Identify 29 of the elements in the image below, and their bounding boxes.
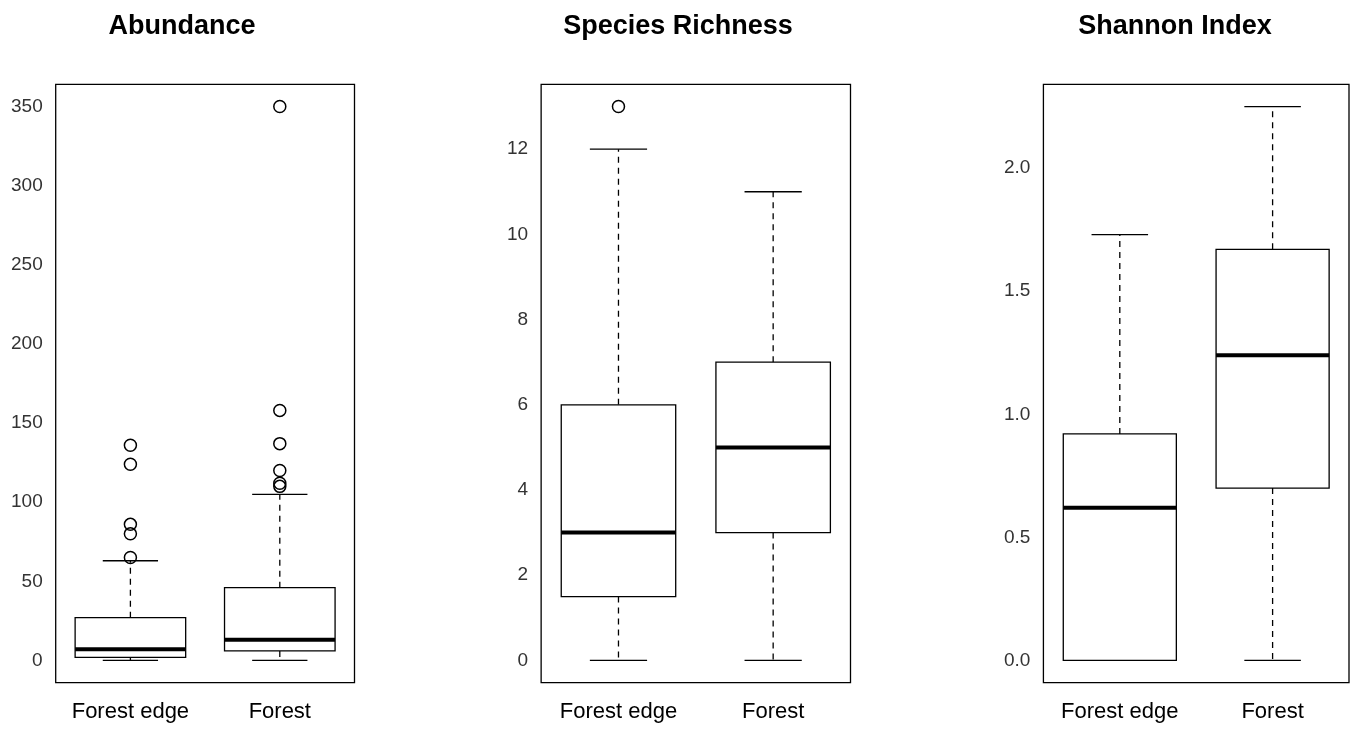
y-tick-label: 0	[517, 648, 529, 670]
y-tick-label: 0.0	[1003, 648, 1031, 670]
chart-title: Shannon Index	[1078, 9, 1272, 40]
y-tick-label: 150	[11, 411, 43, 433]
chart-title: Abundance	[108, 9, 256, 40]
chart-title: Species Richness	[563, 9, 793, 40]
y-tick-label: 100	[11, 490, 43, 512]
x-tick-label: Forest	[1241, 697, 1304, 723]
x-tick-label: Forest	[248, 697, 311, 723]
y-tick-label: 200	[11, 332, 43, 354]
y-tick-label: 2.0	[1003, 156, 1031, 178]
y-tick-label: 1.5	[1003, 279, 1031, 301]
y-tick-label: 0.5	[1003, 525, 1031, 547]
y-tick-label: 250	[11, 253, 43, 275]
y-tick-label: 2	[517, 563, 529, 585]
y-tick-label: 8	[517, 307, 529, 329]
x-tick-label: Forest	[741, 697, 805, 723]
y-tick-label: 1.0	[1003, 402, 1031, 424]
y-tick-label: 300	[11, 173, 43, 195]
y-tick-label: 50	[21, 569, 43, 591]
x-tick-label: Forest edge	[71, 697, 190, 723]
y-tick-label: 350	[11, 94, 43, 116]
y-tick-label: 4	[517, 478, 529, 500]
y-tick-label: 10	[506, 222, 529, 244]
y-tick-label: 0	[32, 648, 43, 670]
x-tick-label: Forest edge	[1061, 697, 1179, 723]
y-tick-label: 6	[517, 393, 529, 415]
x-tick-label: Forest edge	[559, 697, 678, 723]
y-tick-label: 12	[506, 137, 529, 159]
